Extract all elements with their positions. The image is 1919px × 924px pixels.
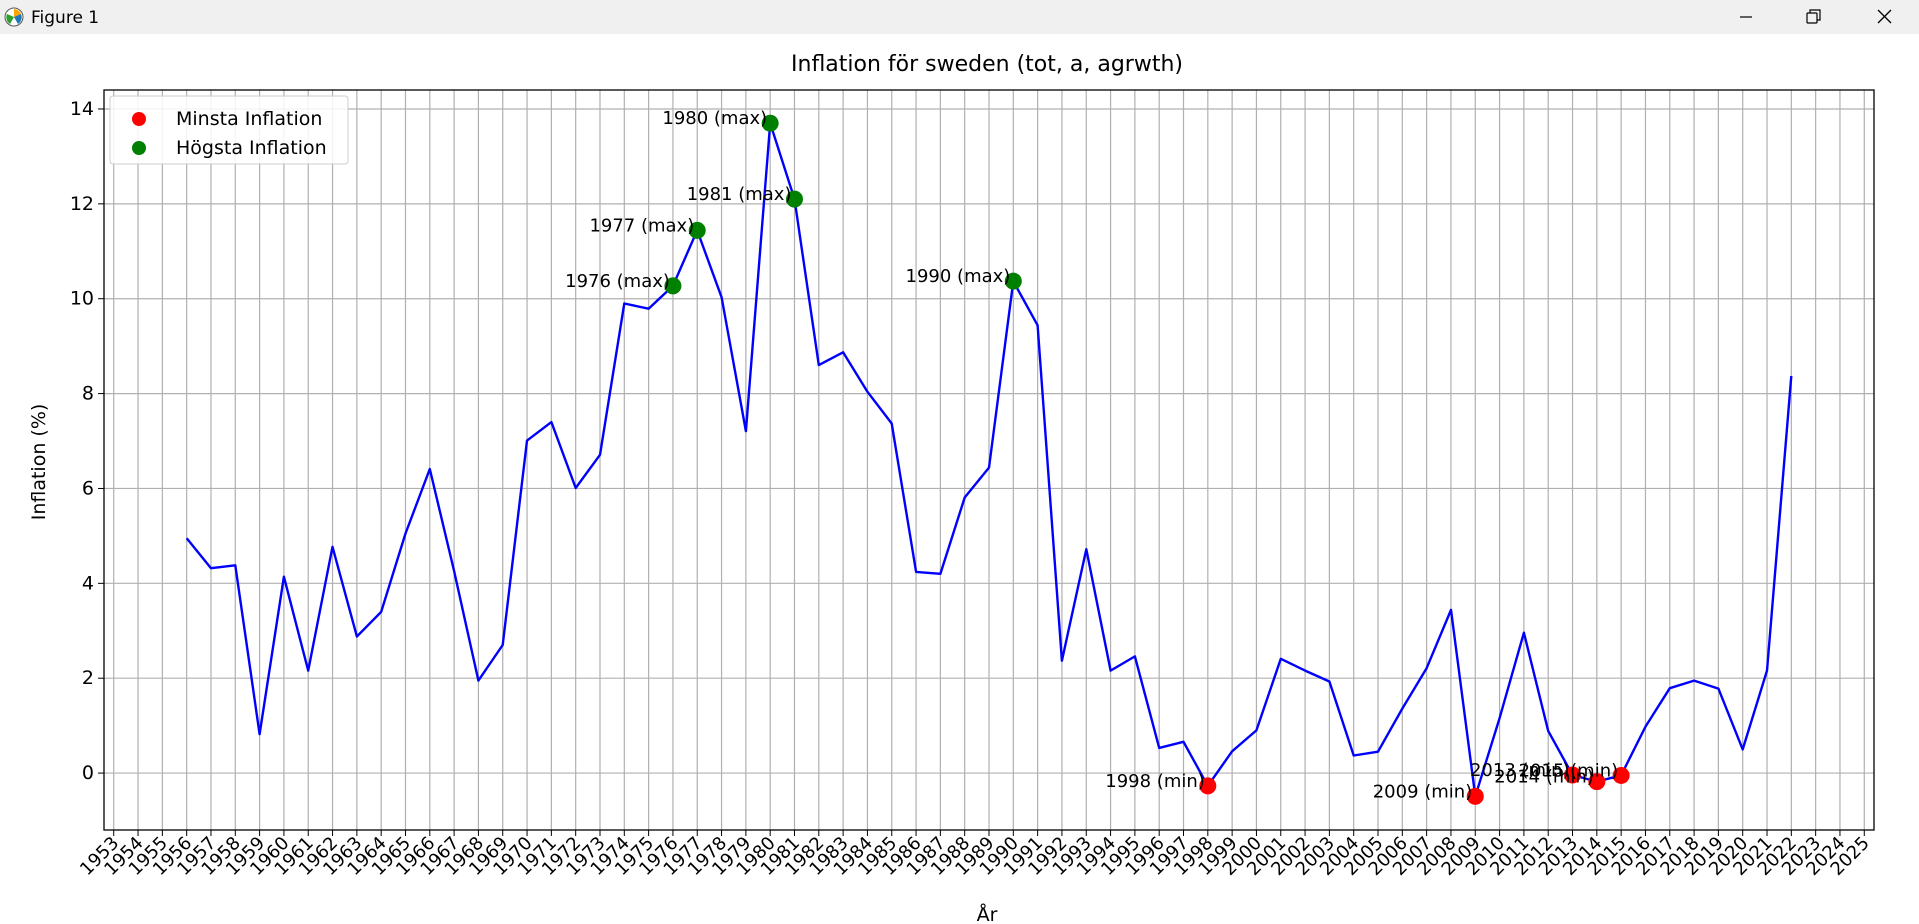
minimize-icon [1740, 16, 1752, 18]
chart-figure: Inflation för sweden (tot, a, agrwth) 19… [28, 52, 1875, 924]
legend-marker-min [132, 112, 146, 126]
y-axis: 0 2 4 6 8 10 12 14 [70, 98, 104, 784]
min-point-marker [1612, 766, 1630, 784]
max-point-label: 1976 (max) [565, 271, 670, 292]
chart-title: Inflation för sweden (tot, a, agrwth) [791, 52, 1183, 77]
y-tick-label: 10 [70, 288, 94, 310]
legend-box [109, 95, 349, 165]
window-titlebar: Figure 1 [0, 0, 1919, 34]
legend-label-max: Högsta Inflation [176, 137, 327, 159]
min-point-label: 2009 (min) [1373, 781, 1473, 802]
grid-lines [104, 90, 1874, 830]
x-axis-label: År [977, 903, 998, 924]
legend-marker-max [132, 141, 146, 155]
min-point-label: 2015 (min) [1519, 760, 1619, 781]
min-point-label: 2014 (min) [1494, 767, 1594, 788]
close-button[interactable] [1849, 0, 1919, 34]
x-axis: 1953195419551956195719581959196019611962… [76, 830, 1874, 880]
max-point-label: 1977 (max) [589, 215, 694, 236]
series-layer [185, 121, 1793, 798]
y-tick-label: 4 [82, 572, 94, 594]
restore-icon [1806, 9, 1821, 24]
y-tick-label: 8 [82, 383, 94, 405]
max-point-label: 1981 (max) [687, 184, 792, 205]
legend-label-min: Minsta Inflation [176, 108, 322, 130]
restore-button[interactable] [1779, 0, 1849, 34]
close-icon [1877, 9, 1892, 24]
marker-layer: 1998 (min) 2009 (min)2013 (min)2014 (min)… [565, 108, 1630, 805]
y-axis-label: Inflation (%) [28, 404, 50, 521]
max-point-label: 1980 (max) [662, 108, 767, 129]
min-point-marker [1466, 787, 1484, 805]
min-point-marker [1588, 773, 1606, 791]
y-tick-label: 14 [70, 98, 94, 120]
minimize-button[interactable] [1710, 0, 1780, 34]
window-title: Figure 1 [31, 8, 100, 28]
max-point-marker [1004, 272, 1022, 290]
y-tick-label: 2 [82, 667, 94, 689]
min-point-label: 1998 (min) [1105, 771, 1205, 792]
y-tick-label: 6 [82, 477, 94, 499]
min-point-marker [1564, 766, 1582, 784]
max-point-marker [664, 277, 682, 295]
y-tick-label: 12 [70, 193, 94, 215]
max-point-marker [688, 221, 706, 239]
min-point-marker [1199, 777, 1217, 795]
inflation-series-line [185, 121, 1793, 798]
min-point-label: 2013 (min) [1470, 760, 1570, 781]
y-tick-label: 0 [82, 762, 94, 784]
max-point-marker [761, 114, 779, 132]
max-point-marker [785, 190, 803, 208]
matplotlib-app-icon [4, 7, 24, 27]
max-point-label: 1990 (max) [906, 266, 1011, 287]
legend: Minsta Inflation Högsta Inflation [109, 95, 349, 165]
